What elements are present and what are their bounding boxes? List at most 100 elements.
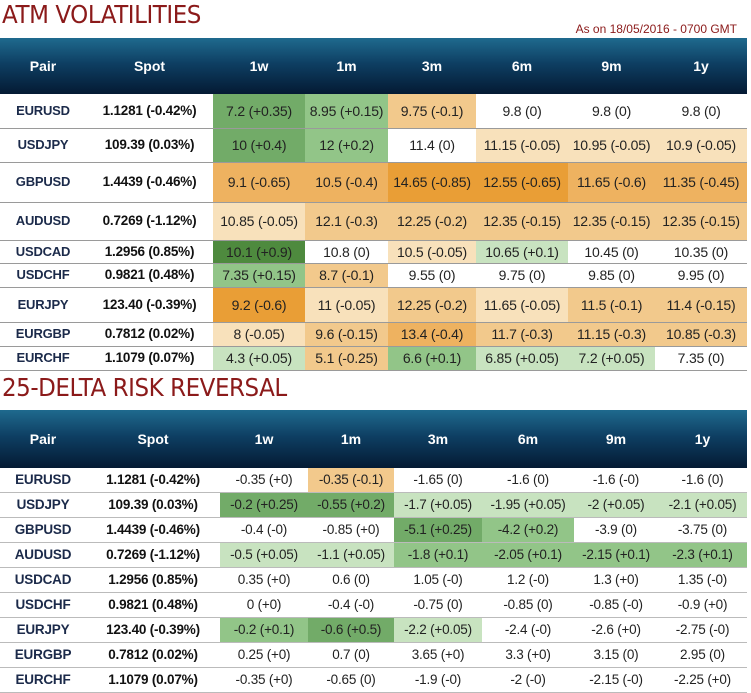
value-cell-1m: -0.85 (+0) [308,517,394,543]
value-cell-1y: -1.6 (0) [658,468,747,493]
value-cell-6m: 11.7 (-0.3) [476,322,568,346]
value-cell-1y: -3.75 (0) [658,517,747,543]
value-cell-1m: 12.1 (-0.3) [305,202,388,240]
pair-cell: EURJPY [17,296,69,312]
value-cell-9m: 12.35 (-0.15) [568,202,655,240]
value-cell-1m: -0.65 (0) [308,667,394,693]
pair-cell: AUDUSD [14,547,72,562]
value-cell-1y: 11.35 (-0.45) [655,162,747,202]
table-row: EURJPY 123.40 (-0.39%) -0.2 (+0.1) -0.6 (+0… [0,617,747,643]
value-cell-6m: -4.2 (+0.2) [482,517,574,543]
value-cell-9m: -2.15 (-0) [574,667,658,693]
table-row: EURGBP 0.7812 (0.02%) 0.25 (+0) 0.7 (0) 3.65… [0,642,747,668]
spot-cell: 1.1079 (0.07%) [104,350,195,365]
value-cell-6m: -0.85 (0) [482,592,574,618]
column-header-1w: 1w [213,38,305,94]
value-cell-1y: 10.35 (0) [655,240,747,263]
value-cell-1w: 4.3 (+0.05) [213,346,305,370]
spot-cell: 1.2956 (0.85%) [108,572,198,587]
value-cell-1w: 7.2 (+0.35) [213,94,305,128]
pair-cell: USDCHF [16,267,70,282]
risk-reversal-table: Pair Spot 1w 1m 3m 6m 9m 1y EURUSD 1.1281 (-0.42… [0,410,747,693]
spot-cell: 0.7269 (-1.12%) [106,547,200,562]
value-cell-6m: 12.35 (-0.15) [476,202,568,240]
column-header-9m: 9m [568,38,655,94]
table-row: AUDUSD 0.7269 (-1.12%) 10.85 (-0.05) 12.1 (… [0,202,747,240]
spot-cell: 1.1281 (-0.42%) [106,472,200,487]
table-row: AUDUSD 0.7269 (-1.12%) -0.5 (+0.05) -1.1 (+… [0,542,747,568]
table-row: EURJPY 123.40 (-0.39%) 9.2 (-0.6) 11 (-0.05… [0,287,747,322]
value-cell-9m: -3.9 (0) [574,517,658,543]
pair-cell: USDJPY [17,137,69,152]
column-header-3m: 3m [388,38,476,94]
value-cell-6m: 9.75 (0) [476,263,568,287]
pair-cell: USDJPY [16,497,70,512]
value-cell-9m: 9.8 (0) [568,94,655,128]
spot-cell: 0.9821 (0.48%) [104,267,195,282]
spot-cell: 109.39 (0.03%) [104,137,195,152]
table-row: EURUSD 1.1281 (-0.42%) 7.2 (+0.35) 8.95 (+0… [0,94,747,128]
value-cell-9m: 11.15 (-0.3) [568,322,655,346]
value-cell-3m: -5.1 (+0.25) [394,517,482,543]
value-cell-6m: -2 (-0) [482,667,574,693]
rr-table-body: EURUSD 1.1281 (-0.42%) -0.35 (+0) -0.35 (-0… [0,468,747,693]
value-cell-9m: 3.15 (0) [574,642,658,668]
table-row: USDCAD 1.2956 (0.85%) 0.35 (+0) 0.6 (0) 1.05… [0,567,747,593]
pair-cell: EURUSD [16,102,70,118]
value-cell-3m: -1.7 (+0.05) [394,492,482,518]
value-cell-3m: 10.5 (-0.05) [388,240,476,263]
value-cell-6m: 6.85 (+0.05) [476,346,568,370]
atm-table-body: EURUSD 1.1281 (-0.42%) 7.2 (+0.35) 8.95 (+0… [0,94,747,370]
pair-cell: AUDUSD [15,213,71,228]
value-cell-1y: 7.35 (0) [655,346,747,370]
value-cell-3m: -1.8 (+0.1) [394,542,482,568]
pair-cell: EURGBP [15,326,71,341]
value-cell-1w: 10.1 (+0.9) [213,240,305,263]
value-cell-1y: 10.85 (-0.3) [655,322,747,346]
value-cell-3m: -1.9 (-0) [394,667,482,693]
value-cell-6m: 1.2 (-0) [482,567,574,593]
value-cell-9m: 7.2 (+0.05) [568,346,655,370]
table-row: USDJPY 109.39 (0.03%) 10 (+0.4) 12 (+0.2) 11… [0,128,747,162]
spot-cell: 1.4439 (-0.46%) [102,174,197,189]
value-cell-1w: -0.2 (+0.1) [220,617,308,643]
value-cell-9m: 9.85 (0) [568,263,655,287]
column-header-spot: Spot [86,38,213,94]
pair-cell: GBPUSD [15,174,71,189]
value-cell-6m: 11.65 (-0.05) [476,287,568,322]
value-cell-1w: 8 (-0.05) [213,322,305,346]
column-header-pair: Pair [0,38,86,94]
value-cell-9m: -2.6 (+0) [574,617,658,643]
value-cell-3m: 9.75 (-0.1) [388,94,476,128]
value-cell-1m: -0.55 (+0.2) [308,492,394,518]
value-cell-1m: -0.35 (-0.1) [308,468,394,493]
table-row: USDCAD 1.2956 (0.85%) 10.1 (+0.9) 10.8 (0) 1… [0,240,747,263]
spot-cell: 1.4439 (-0.46%) [106,522,200,537]
value-cell-1w: -0.4 (-0) [220,517,308,543]
value-cell-1w: 0.35 (+0) [220,567,308,593]
value-cell-1y: 9.95 (0) [655,263,747,287]
value-cell-3m: 11.4 (0) [388,128,476,162]
value-cell-3m: 12.25 (-0.2) [388,287,476,322]
table-row: USDCHF 0.9821 (0.48%) 0 (+0) -0.4 (-0) -0.75… [0,592,747,618]
value-cell-9m: 11.5 (-0.1) [568,287,655,322]
table-row: EURGBP 0.7812 (0.02%) 8 (-0.05) 9.6 (-0.15)… [0,322,747,346]
value-cell-9m: 11.65 (-0.6) [568,162,655,202]
value-cell-6m: 9.8 (0) [476,94,568,128]
value-cell-1m: 10.8 (0) [305,240,388,263]
value-cell-1y: -0.9 (+0) [658,592,747,618]
column-header-1y: 1y [655,38,747,94]
pair-cell: EURGBP [14,647,72,662]
table-header: Pair Spot 1w 1m 3m 6m 9m 1y [0,410,747,468]
risk-reversal-title: 25-DELTA RISK REVERSAL [2,373,287,402]
value-cell-1w: -0.2 (+0.25) [220,492,308,518]
value-cell-1y: 11.4 (-0.15) [655,287,747,322]
spot-cell: 0.7812 (0.02%) [108,647,198,662]
spot-cell: 0.7812 (0.02%) [104,326,195,341]
value-cell-1w: 10 (+0.4) [213,128,305,162]
value-cell-6m: 10.65 (+0.1) [476,240,568,263]
value-cell-6m: 12.55 (-0.65) [476,162,568,202]
value-cell-9m: 1.3 (+0) [574,567,658,593]
value-cell-1y: 2.95 (0) [658,642,747,668]
value-cell-9m: 10.95 (-0.05) [568,128,655,162]
